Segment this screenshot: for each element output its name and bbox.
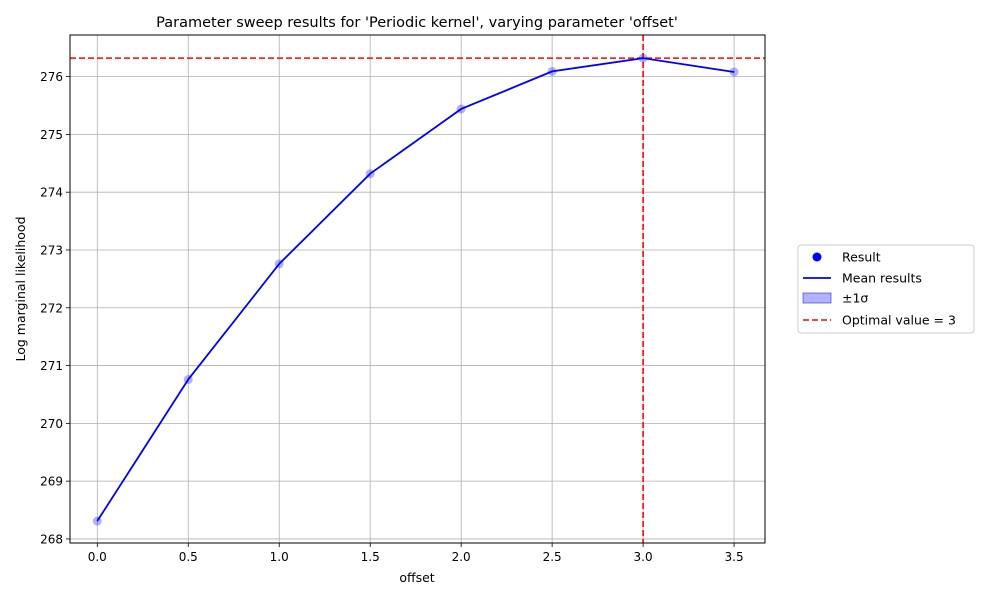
reference-lines [70,35,765,543]
grid [70,35,765,543]
y-tick-label: 272 [40,301,63,315]
result-point [547,66,557,76]
legend-result-marker [812,252,822,262]
legend-label-mean: Mean results [842,271,922,286]
x-axis-ticks: 0.0 0.5 1.0 1.5 2.0 2.5 3.0 3.5 [88,543,744,564]
x-tick-label: 0.5 [179,550,198,564]
y-axis-ticks: 268 269 270 271 272 273 274 275 276 [40,70,70,546]
y-tick-label: 271 [40,359,63,373]
result-point [183,374,193,384]
y-tick-label: 268 [40,532,63,546]
legend-band-patch [802,292,832,304]
legend: Result Mean results ±1σ Optimal value = … [797,244,975,334]
chart-title: Parameter sweep results for 'Periodic ke… [156,15,678,31]
legend-label-optimal: Optimal value = 3 [842,313,956,328]
y-tick-label: 269 [40,475,63,489]
y-tick-label: 276 [40,70,63,84]
result-point [365,169,375,179]
series-layer [92,53,739,526]
mean-results-line [96,57,735,522]
legend-label-band: ±1σ [842,291,868,306]
x-tick-label: 3.0 [634,550,653,564]
result-point [274,259,284,269]
y-tick-label: 274 [40,186,63,200]
x-tick-label: 2.5 [543,550,562,564]
y-tick-label: 270 [40,417,63,431]
y-tick-label: 275 [40,128,63,142]
x-tick-label: 2.0 [452,550,471,564]
y-axis-label: Log marginal likelihood [13,216,28,361]
x-tick-label: 3.5 [725,550,744,564]
result-point [92,516,102,526]
x-tick-label: 0.0 [88,550,107,564]
legend-frame [797,244,975,334]
plot-frame [69,34,766,544]
x-axis-label: offset [399,570,434,585]
legend-label-result: Result [842,250,881,265]
x-tick-label: 1.0 [270,550,289,564]
x-tick-label: 1.5 [361,550,380,564]
result-point [638,53,648,63]
result-point [729,67,739,77]
y-tick-label: 273 [40,243,63,257]
result-point [456,104,466,114]
